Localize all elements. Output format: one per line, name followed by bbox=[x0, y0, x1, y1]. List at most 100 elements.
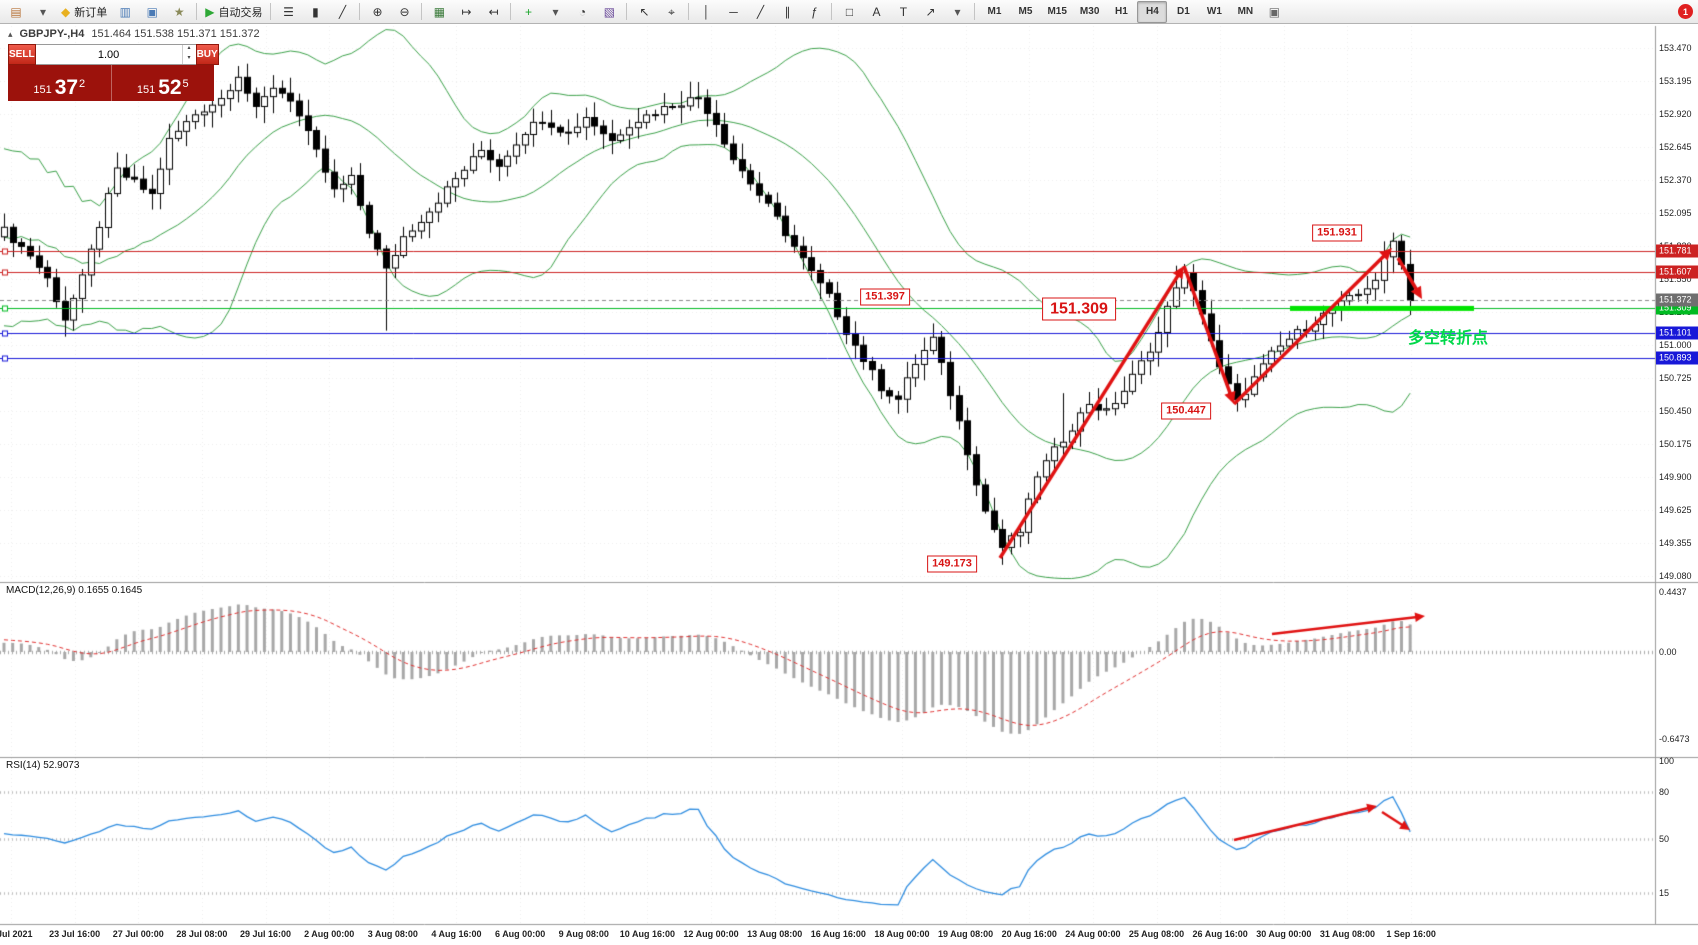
new-order-icon: ◆ bbox=[61, 4, 71, 19]
navigator-icon[interactable]: ★ bbox=[166, 1, 192, 23]
vertical-line-icon[interactable]: │ bbox=[693, 1, 719, 23]
new-order-button[interactable]: ◆ 新订单 bbox=[57, 1, 111, 23]
arrows-caret-icon: ▾ bbox=[954, 4, 961, 19]
rsi-indicator-label: RSI(14) 52.9073 bbox=[6, 760, 80, 771]
bar-chart-icon: ☰ bbox=[283, 4, 294, 19]
navigator-icon: ★ bbox=[173, 4, 185, 19]
autotrading-button-label: 自动交易 bbox=[218, 6, 263, 19]
channel-icon[interactable]: ∥ bbox=[774, 1, 800, 23]
line-chart-icon[interactable]: ╱ bbox=[329, 1, 355, 23]
text-icon[interactable]: A bbox=[863, 1, 889, 23]
sell-price-big-figure: 151 bbox=[33, 84, 52, 96]
crosshair-icon: ⌖ bbox=[668, 4, 675, 19]
templates-icon[interactable]: ▧ bbox=[596, 1, 622, 23]
arrows-icon[interactable]: ↗ bbox=[917, 1, 943, 23]
sell-button[interactable]: SELL bbox=[8, 44, 36, 65]
buy-button[interactable]: BUY bbox=[195, 44, 219, 65]
toolbar-separator bbox=[974, 3, 976, 20]
chart-shift-icon: ↤ bbox=[488, 4, 499, 19]
new-order-button-label: 新订单 bbox=[74, 6, 108, 19]
chart-window-icon: ▤ bbox=[10, 4, 22, 19]
periods-icon: ◔ bbox=[578, 4, 587, 19]
timeframe-h1-button[interactable]: H1 bbox=[1114, 6, 1128, 17]
macd-indicator-label: MACD(12,26,9) 0.1655 0.1645 bbox=[6, 585, 143, 596]
chart-shift-icon[interactable]: ↤ bbox=[480, 1, 506, 23]
timeframe-d1-button[interactable]: D1 bbox=[1176, 6, 1190, 17]
ohlc-readout: 151.464 151.538 151.371 151.372 bbox=[91, 28, 260, 40]
timeframe-m1-button[interactable]: M1 bbox=[987, 6, 1002, 17]
market-watch-icon: ▥ bbox=[119, 4, 131, 19]
zoom-out-icon[interactable]: ⊖ bbox=[391, 1, 417, 23]
toolbar-separator bbox=[688, 3, 690, 20]
time-scale[interactable] bbox=[0, 925, 1655, 945]
vertical-line-icon: │ bbox=[702, 4, 711, 19]
volume-input[interactable] bbox=[35, 45, 182, 64]
volume-field: ▴ ▾ bbox=[35, 44, 196, 65]
label-icon: T bbox=[899, 4, 908, 19]
timeframe-m30-button[interactable]: M30 bbox=[1079, 6, 1100, 17]
cursor-icon: ↖ bbox=[639, 4, 650, 19]
toolbar: ▤ ▾ ◆ 新订单 ▥ ▣ ★ ▶ 自动交易 ☰ ▮ ╱ ⊕ ⊖ ▦ ↦ ↤ + ▾ ◔ ▧ ↖ ⌖ │ ─ ╱ ∥ ƒ □ A T ↗ ▾ M1… bbox=[0, 0, 1698, 24]
toolbar-separator bbox=[421, 3, 423, 20]
data-window-icon[interactable]: ▣ bbox=[139, 1, 165, 23]
cursor-icon[interactable]: ↖ bbox=[631, 1, 657, 23]
bull-bear-turning-point-note: 多空转折点 bbox=[1408, 330, 1489, 347]
trendline-icon: ╱ bbox=[756, 4, 765, 19]
arrows-caret-icon[interactable]: ▾ bbox=[944, 1, 970, 23]
timeframe-m5-button[interactable]: M5 bbox=[1018, 6, 1033, 17]
text-icon: A bbox=[872, 4, 881, 19]
chart-list-icon: ▣ bbox=[1268, 4, 1281, 19]
auto-scroll-icon: ↦ bbox=[461, 4, 472, 19]
volume-stepper: ▴ ▾ bbox=[181, 45, 196, 64]
candle-chart-icon[interactable]: ▮ bbox=[302, 1, 328, 23]
toolbar-separator bbox=[831, 3, 833, 20]
bar-chart-icon[interactable]: ☰ bbox=[275, 1, 301, 23]
chart-icon: ▴ bbox=[8, 28, 13, 39]
toolbar-separator bbox=[359, 3, 361, 20]
buy-price-pips: 52 bbox=[158, 76, 182, 99]
toolbar-separator bbox=[510, 3, 512, 20]
sell-price-pips: 37 bbox=[54, 76, 79, 99]
indicators-caret-icon[interactable]: ▾ bbox=[542, 1, 568, 23]
sell-price-panel[interactable]: 151 37 2 bbox=[8, 65, 112, 101]
timeframe-w1-button[interactable]: W1 bbox=[1206, 6, 1222, 17]
fibonacci-icon[interactable]: ƒ bbox=[801, 1, 827, 23]
price-scale[interactable] bbox=[1655, 26, 1698, 925]
zoom-in-icon[interactable]: ⊕ bbox=[364, 1, 390, 23]
buy-price-big-figure: 151 bbox=[136, 84, 156, 96]
buy-price-pipette: 5 bbox=[182, 78, 189, 90]
timeframe-h4-button[interactable]: H4 bbox=[1137, 0, 1168, 23]
buy-price-panel[interactable]: 151 52 5 bbox=[112, 65, 215, 101]
arrows-icon: ↗ bbox=[925, 4, 936, 19]
tile-windows-icon: ▦ bbox=[433, 4, 446, 19]
label-icon[interactable]: T bbox=[890, 1, 916, 23]
chart-list-icon[interactable]: ▣ bbox=[1261, 1, 1287, 23]
volume-up-icon[interactable]: ▴ bbox=[187, 45, 191, 51]
timeframe-m15-button[interactable]: M15 bbox=[1047, 6, 1067, 17]
shapes-icon: □ bbox=[845, 4, 854, 19]
sell-price-pipette: 2 bbox=[79, 78, 86, 90]
crosshair-icon[interactable]: ⌖ bbox=[658, 1, 684, 23]
indicators-caret-icon: ▾ bbox=[552, 4, 559, 19]
volume-down-icon[interactable]: ▾ bbox=[187, 54, 191, 61]
chart-window-caret-icon[interactable]: ▾ bbox=[30, 1, 56, 23]
notifications-badge[interactable]: 1 bbox=[1678, 4, 1693, 19]
market-watch-icon[interactable]: ▥ bbox=[112, 1, 138, 23]
auto-scroll-icon[interactable]: ↦ bbox=[453, 1, 479, 23]
zoom-out-icon: ⊖ bbox=[399, 4, 410, 19]
indicators-icon[interactable]: + bbox=[515, 1, 541, 23]
tile-windows-icon[interactable]: ▦ bbox=[426, 1, 452, 23]
timeframe-mn-button[interactable]: MN bbox=[1237, 6, 1254, 17]
trendline-icon[interactable]: ╱ bbox=[747, 1, 773, 23]
templates-icon: ▧ bbox=[603, 4, 616, 19]
autotrading-button[interactable]: ▶ 自动交易 bbox=[201, 1, 266, 23]
toolbar-separator bbox=[270, 3, 272, 20]
toolbar-separator bbox=[626, 3, 628, 20]
chart-window-icon[interactable]: ▤ bbox=[3, 1, 29, 23]
periods-icon[interactable]: ◔ bbox=[569, 1, 595, 23]
zoom-in-icon: ⊕ bbox=[372, 4, 383, 19]
horizontal-line-icon[interactable]: ─ bbox=[720, 1, 746, 23]
shapes-icon[interactable]: □ bbox=[836, 1, 862, 23]
